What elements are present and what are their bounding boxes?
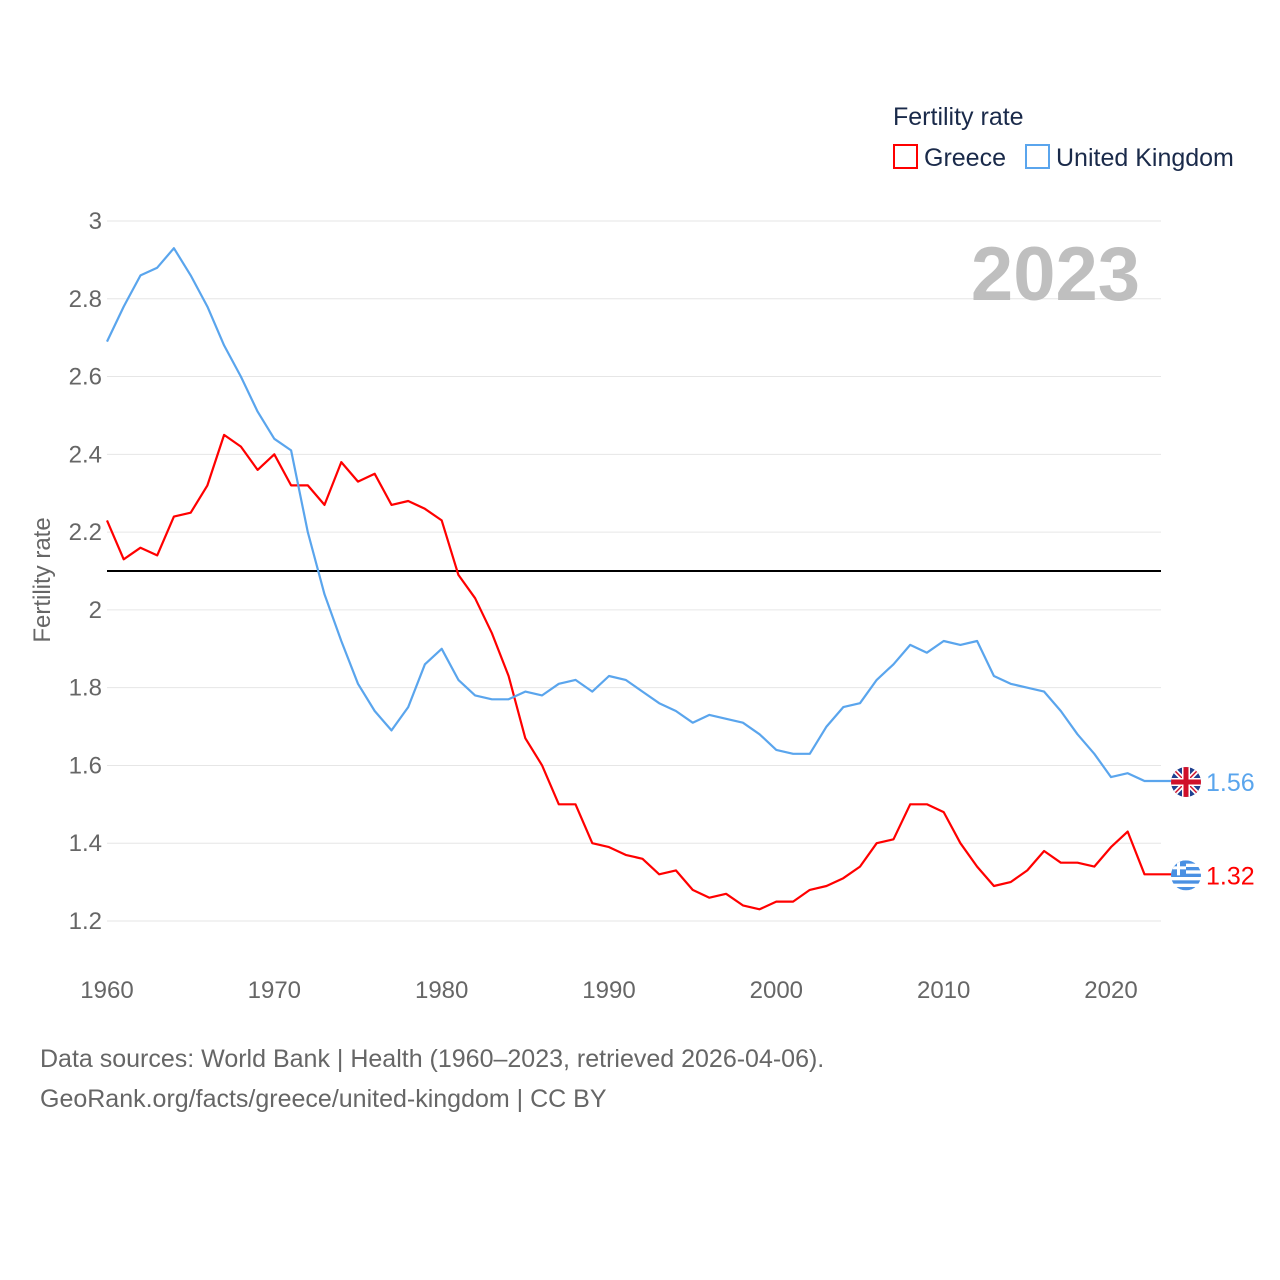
x-tick-label: 2000 — [750, 977, 803, 1004]
legend-united-kingdom[interactable]: United Kingdom — [1025, 144, 1234, 172]
y-tick-label: 2.8 — [69, 286, 102, 313]
line-united-kingdom — [106, 247, 1172, 783]
data-source-text: Data sources: World Bank | Health (1960–… — [40, 1045, 825, 1073]
legend-label-united-kingdom: United Kingdom — [1056, 144, 1234, 172]
year-watermark: 2023 — [971, 232, 1140, 317]
legend-swatch-greece — [893, 144, 918, 169]
y-tick-label: 1.8 — [69, 675, 102, 702]
end-value-greece: 1.32 — [1206, 862, 1255, 890]
legend-title: Fertility rate — [893, 103, 1024, 131]
legend-swatch-united-kingdom — [1025, 144, 1050, 169]
end-value-united-kingdom: 1.56 — [1206, 769, 1255, 797]
uk-flag-icon — [1171, 767, 1201, 797]
x-tick-label: 1980 — [415, 977, 468, 1004]
grid — [107, 220, 1161, 922]
legend-label-greece: Greece — [924, 144, 1006, 172]
x-axis-ticks: 1960 1970 1980 1990 2000 2010 2020 — [80, 977, 1137, 1004]
y-tick-label: 2.2 — [69, 519, 102, 546]
y-axis-label: Fertility rate — [29, 517, 56, 642]
x-tick-label: 2010 — [917, 977, 970, 1004]
y-tick-label: 2.6 — [69, 364, 102, 391]
x-tick-label: 1970 — [248, 977, 301, 1004]
greece-flag-icon — [1171, 860, 1201, 891]
y-tick-label: 1.2 — [69, 908, 102, 935]
legend-greece[interactable]: Greece — [893, 144, 1006, 172]
end-labels: 1.32 1.56 — [1171, 767, 1255, 891]
y-tick-label: 2.4 — [69, 441, 102, 468]
line-greece — [105, 433, 1172, 911]
x-tick-label: 2020 — [1084, 977, 1137, 1004]
y-tick-label: 3 — [89, 208, 102, 235]
x-tick-label: 1990 — [582, 977, 635, 1004]
attribution-text: GeoRank.org/facts/greece/united-kingdom … — [40, 1085, 607, 1113]
y-tick-label: 2 — [89, 597, 102, 624]
x-tick-label: 1960 — [80, 977, 133, 1004]
y-tick-label: 1.6 — [69, 752, 102, 779]
y-tick-label: 1.4 — [69, 830, 102, 857]
series-lines — [105, 247, 1172, 911]
y-axis-ticks: 1.2 1.4 1.6 1.8 2 2.2 2.4 2.6 2.8 3 — [69, 208, 102, 935]
